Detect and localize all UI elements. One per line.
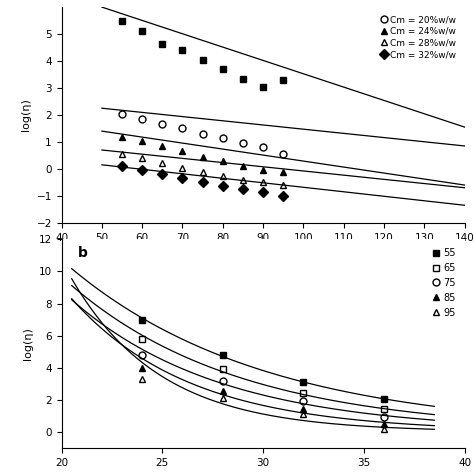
- Text: b: b: [78, 246, 88, 260]
- Y-axis label: log(η): log(η): [23, 327, 33, 360]
- Legend: 55, 65, 75, 85, 95: 55, 65, 75, 85, 95: [429, 244, 460, 321]
- X-axis label: Temperature (°C): Temperature (°C): [209, 248, 317, 258]
- Y-axis label: log(η): log(η): [21, 99, 31, 131]
- Legend: Cm = 20%w/w, Cm = 24%w/w, Cm = 28%w/w, Cm = 32%w/w: Cm = 20%w/w, Cm = 24%w/w, Cm = 28%w/w, C…: [378, 12, 460, 63]
